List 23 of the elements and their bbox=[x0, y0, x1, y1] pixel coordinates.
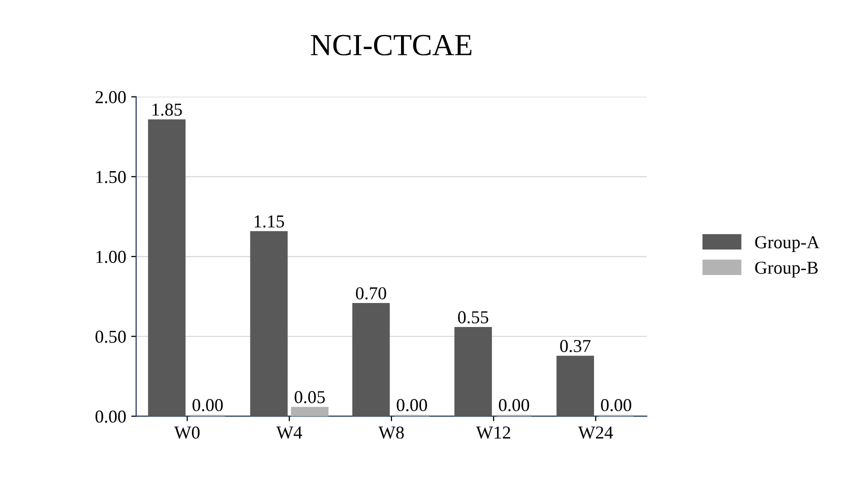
y-tick-label: 2.00 bbox=[96, 91, 126, 104]
legend-label: Group-B bbox=[755, 262, 818, 278]
data-label: 0.00 bbox=[396, 399, 427, 412]
legend-label: Group-A bbox=[755, 236, 820, 252]
x-tick-label: W24 bbox=[578, 426, 613, 439]
x-tick-label: W0 bbox=[174, 426, 200, 439]
data-label: 1.85 bbox=[152, 104, 182, 116]
y-tick-label: 0.50 bbox=[96, 330, 126, 343]
chart-title: NCI-CTCAE bbox=[310, 34, 472, 56]
data-label: 0.05 bbox=[294, 391, 325, 404]
data-label: 0.37 bbox=[560, 340, 591, 352]
data-label: 0.00 bbox=[498, 399, 530, 412]
y-tick-label: 1.00 bbox=[96, 250, 126, 264]
data-label: 0.00 bbox=[192, 399, 223, 412]
data-label: 0.00 bbox=[601, 399, 632, 412]
x-tick-label: W4 bbox=[276, 426, 302, 439]
data-label: 0.70 bbox=[356, 287, 386, 300]
x-tick-label: W8 bbox=[378, 426, 404, 439]
y-tick-label: 0.00 bbox=[96, 410, 126, 423]
data-label: 1.15 bbox=[254, 215, 284, 228]
x-tick-label: W12 bbox=[476, 426, 510, 439]
data-label: 0.55 bbox=[458, 311, 488, 324]
y-tick-label: 1.50 bbox=[96, 170, 126, 184]
